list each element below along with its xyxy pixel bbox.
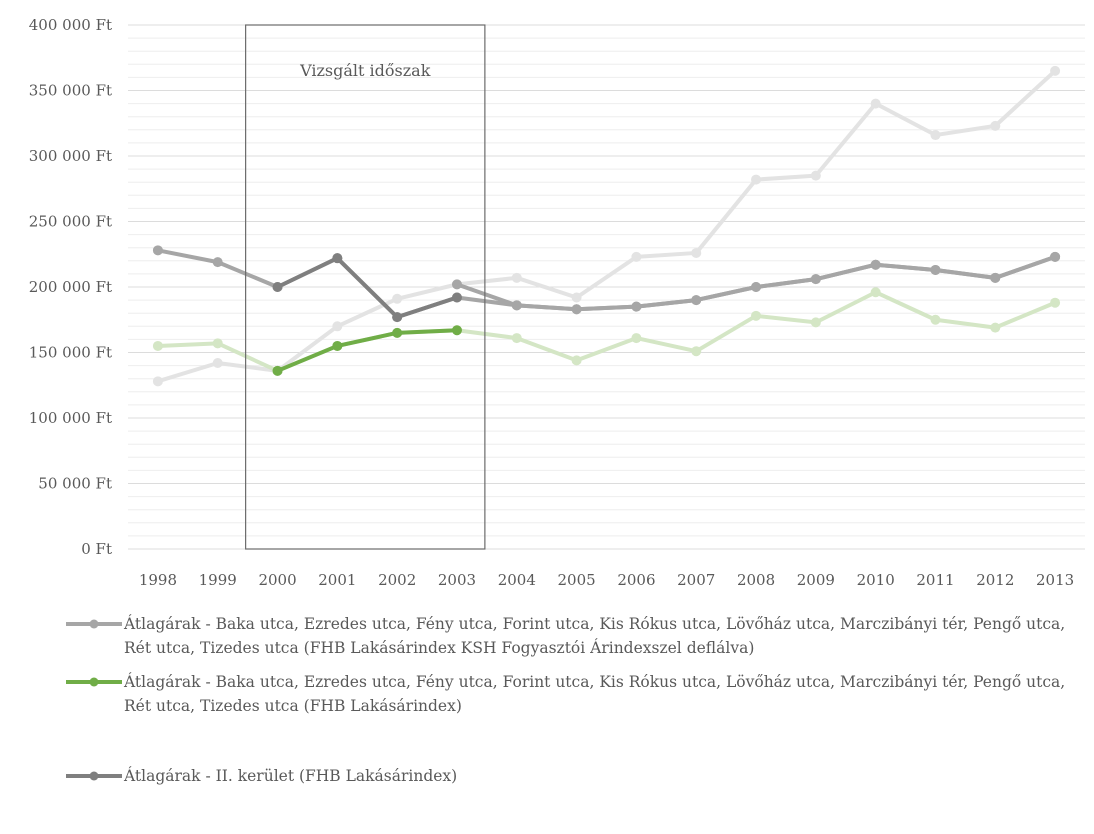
data-point xyxy=(691,247,702,258)
data-point xyxy=(511,272,522,283)
x-axis-ticks: 1998 1999 2000 2001 2002 2003 2004 2005 2006 2007… xyxy=(139,571,1074,589)
x-tick-label: 2011 xyxy=(916,571,954,589)
y-tick-label: 100 000 Ft xyxy=(29,409,112,427)
series-2 xyxy=(272,253,462,323)
examined-period-box xyxy=(245,24,486,550)
data-point xyxy=(451,292,462,303)
data-point xyxy=(212,257,223,268)
x-tick-label: 1999 xyxy=(199,571,237,589)
data-point xyxy=(1050,297,1061,308)
x-tick-label: 2001 xyxy=(318,571,356,589)
data-point xyxy=(212,338,223,349)
x-tick-label: 2005 xyxy=(558,571,596,589)
data-point xyxy=(332,340,343,351)
data-point xyxy=(810,317,821,328)
legend-swatch-fhb xyxy=(66,677,122,687)
legend-item-district: Átlagárak - II. kerület (FHB Lakásárinde… xyxy=(66,764,1076,788)
series-lines xyxy=(152,65,1061,387)
x-tick-label: 2009 xyxy=(797,571,835,589)
series-3 xyxy=(152,65,1061,387)
legend-label-deflated: Átlagárak - Baka utca, Ezredes utca, Fén… xyxy=(124,615,1066,657)
series-line xyxy=(276,256,458,320)
data-point xyxy=(332,253,343,264)
data-point xyxy=(332,321,343,332)
examined-period-annotation: Vizsgált időszak xyxy=(245,24,486,550)
y-tick-label: 50 000 Ft xyxy=(38,475,112,493)
data-point xyxy=(152,376,163,387)
series-1 xyxy=(272,325,462,376)
gridlines xyxy=(128,24,1085,550)
x-tick-label: 1998 xyxy=(139,571,177,589)
x-tick-label: 2008 xyxy=(737,571,775,589)
data-point xyxy=(870,259,881,270)
y-tick-label: 300 000 Ft xyxy=(29,147,112,165)
y-tick-label: 150 000 Ft xyxy=(29,344,112,362)
legend-item-deflated: Átlagárak - Baka utca, Ezredes utca, Fén… xyxy=(66,612,1076,660)
legend-swatch-district xyxy=(66,771,122,781)
data-point xyxy=(810,170,821,181)
data-point xyxy=(212,357,223,368)
data-point xyxy=(990,322,1001,333)
data-point xyxy=(990,120,1001,131)
data-point xyxy=(1050,251,1061,262)
data-point xyxy=(272,282,283,292)
data-point xyxy=(511,333,522,344)
data-point xyxy=(631,251,642,262)
data-point xyxy=(571,292,582,303)
data-point xyxy=(751,174,762,185)
data-point xyxy=(152,340,163,351)
data-point xyxy=(392,327,403,338)
data-point xyxy=(152,245,163,256)
data-point xyxy=(691,346,702,357)
data-point xyxy=(631,333,642,344)
x-tick-label: 2012 xyxy=(976,571,1014,589)
data-point xyxy=(1050,65,1061,76)
data-point xyxy=(751,282,762,292)
y-tick-label: 350 000 Ft xyxy=(29,82,112,100)
x-tick-label: 2013 xyxy=(1036,571,1074,589)
data-point xyxy=(392,293,403,304)
data-point xyxy=(870,287,881,298)
x-tick-label: 2002 xyxy=(378,571,416,589)
legend: Átlagárak - Baka utca, Ezredes utca, Fén… xyxy=(66,612,1076,788)
x-tick-label: 2010 xyxy=(857,571,895,589)
y-tick-label: 0 Ft xyxy=(81,540,112,558)
data-point xyxy=(751,310,762,321)
x-tick-label: 2007 xyxy=(677,571,715,589)
data-point xyxy=(990,272,1001,283)
legend-item-fhb: Átlagárak - Baka utca, Ezredes utca, Fén… xyxy=(66,670,1076,718)
data-point xyxy=(631,301,642,312)
legend-label-fhb: Átlagárak - Baka utca, Ezredes utca, Fén… xyxy=(124,673,1066,715)
data-point xyxy=(571,355,582,366)
examined-period-label: Vizsgált időszak xyxy=(299,61,431,80)
series-line xyxy=(276,328,458,373)
line-chart: 0 Ft 50 000 Ft 100 000 Ft 150 000 Ft 200 000… xyxy=(29,16,1085,589)
y-tick-label: 200 000 Ft xyxy=(29,278,112,296)
data-point xyxy=(691,295,702,306)
x-tick-label: 2006 xyxy=(617,571,655,589)
data-point xyxy=(930,264,941,275)
data-point xyxy=(451,325,462,336)
data-point xyxy=(392,312,403,323)
x-tick-label: 2000 xyxy=(258,571,296,589)
data-point xyxy=(272,365,283,376)
data-point xyxy=(451,279,462,290)
data-point xyxy=(810,274,821,285)
series-5 xyxy=(152,245,1061,323)
data-point xyxy=(511,300,522,311)
data-point xyxy=(571,304,582,315)
data-point xyxy=(930,130,941,141)
y-tick-label: 250 000 Ft xyxy=(29,213,112,231)
y-axis-ticks: 0 Ft 50 000 Ft 100 000 Ft 150 000 Ft 200 000… xyxy=(29,16,112,558)
x-tick-label: 2004 xyxy=(498,571,536,589)
series-0 xyxy=(451,251,1061,315)
x-tick-label: 2003 xyxy=(438,571,476,589)
legend-swatch-deflated xyxy=(66,619,122,629)
data-point xyxy=(870,98,881,109)
y-tick-label: 400 000 Ft xyxy=(29,16,112,34)
legend-label-district: Átlagárak - II. kerület (FHB Lakásárinde… xyxy=(124,767,458,785)
data-point xyxy=(930,314,941,325)
series-line xyxy=(157,69,1057,384)
